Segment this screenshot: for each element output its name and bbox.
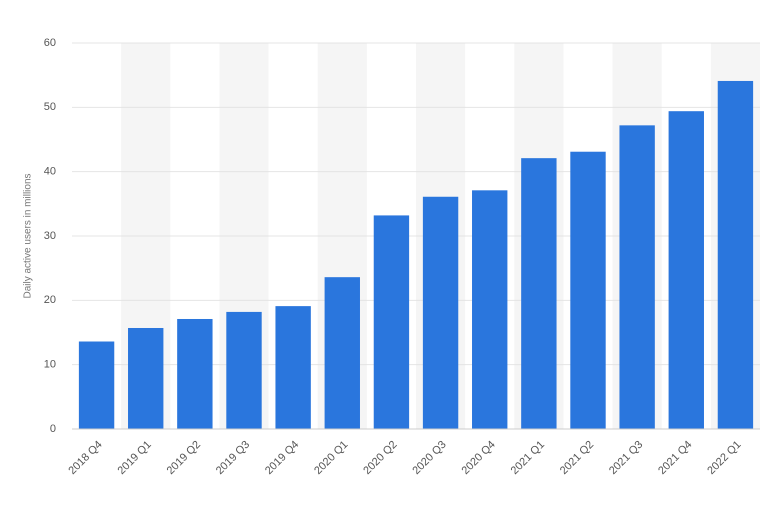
bar xyxy=(422,196,459,429)
bar xyxy=(177,318,213,429)
y-tick-label: 30 xyxy=(44,230,56,242)
x-tick-label: 2022 Q1 xyxy=(705,439,743,477)
bar xyxy=(78,341,115,429)
x-tick-label: 2021 Q3 xyxy=(607,439,645,477)
y-tick-label: 20 xyxy=(44,294,56,306)
bar xyxy=(275,306,311,429)
x-tick-label: 2020 Q1 xyxy=(312,439,350,477)
y-tick-label: 50 xyxy=(44,101,56,113)
x-tick-label: 2020 Q4 xyxy=(460,439,498,477)
x-tick-label: 2020 Q2 xyxy=(361,439,399,477)
y-tick-label: 60 xyxy=(44,37,56,49)
x-tick-label: 2020 Q3 xyxy=(410,439,448,477)
x-tick-label: 2019 Q4 xyxy=(263,439,301,477)
x-tick-label: 2021 Q2 xyxy=(558,439,596,477)
bar xyxy=(472,190,508,429)
x-tick-label: 2019 Q2 xyxy=(165,439,203,477)
bar xyxy=(619,125,655,429)
y-tick-label: 0 xyxy=(50,423,56,435)
bar xyxy=(226,311,262,429)
bar xyxy=(668,111,704,430)
bar xyxy=(373,215,410,429)
x-tick-label: 2018 Q4 xyxy=(66,439,104,477)
bar xyxy=(324,277,360,429)
y-tick-label: 10 xyxy=(44,359,56,371)
bar xyxy=(570,151,606,429)
y-axis-label: Daily active users in millions xyxy=(23,173,34,298)
x-tick-label: 2021 Q1 xyxy=(509,439,547,477)
x-tick-label: 2019 Q3 xyxy=(214,439,252,477)
bar xyxy=(521,158,557,429)
y-tick-label: 40 xyxy=(44,166,56,178)
x-tick-label: 2019 Q1 xyxy=(116,439,154,477)
bar xyxy=(717,80,754,429)
x-tick-label: 2021 Q4 xyxy=(656,439,694,477)
bar xyxy=(128,327,164,429)
